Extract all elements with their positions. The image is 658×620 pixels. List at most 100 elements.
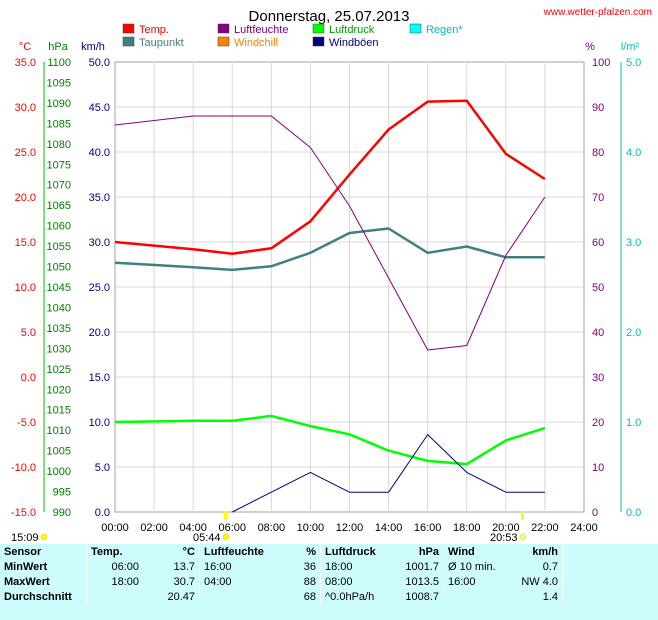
pres-unit-header: hPa (418, 545, 439, 558)
legend-label: Luftdruck (329, 24, 375, 36)
legend-swatch (312, 36, 325, 47)
sunrise-marker (224, 511, 227, 520)
axis-ticks: 35.0 30.0 25.0 20.0 15.0 10.0 5.0 0.0 -5.0 -10.0 -… (11, 57, 641, 534)
wind-time: Ø 10 min. (443, 559, 504, 574)
summary-row-max: MaxWert 18:00 30.7 04:00 88 08:00 1013.5… (0, 574, 651, 589)
pres-value: 1001.7 (405, 560, 439, 573)
summary-row-avg: Durchschnitt 20.47 68 ^0.0hPa/h 1008.7 1… (0, 589, 651, 604)
pressure-tick-label: 1045 (47, 282, 71, 294)
sunrise-label: 05:44 (193, 532, 221, 544)
temp-tick-label: 30.0 (15, 102, 36, 114)
temp-tick-label: 35.0 (15, 57, 36, 69)
legend-label: Temp. (139, 24, 169, 36)
pres-time: 08:00 (320, 574, 389, 589)
pressure-tick-label: 1025 (47, 364, 71, 376)
hum-time (199, 589, 286, 604)
weather-chart: Donnerstag, 25.07.2013 www.wetter-pfalze… (11, 7, 652, 544)
temp-axis-unit: °C (19, 41, 31, 53)
hum-time: 16:00 (199, 559, 286, 574)
sunset-marker (521, 511, 524, 520)
pressure-tick-label: 1090 (47, 98, 71, 110)
gridlines (115, 62, 584, 512)
hum-value: 68 (303, 590, 316, 603)
pressure-tick-label: 1070 (47, 180, 71, 192)
legend-label: Regen* (426, 24, 463, 36)
humidity-tick-label: 100 (592, 57, 610, 69)
pressure-tick-label: 1055 (47, 241, 71, 253)
humidity-tick-label: 40 (592, 327, 604, 339)
pressure-tick-label: 1035 (47, 323, 71, 335)
summary-row-min: MinWert 06:00 13.7 16:00 36 18:00 1001.7… (0, 559, 651, 574)
moon-icon (519, 533, 527, 541)
hum-value: 36 (303, 560, 316, 573)
pres-time: 18:00 (320, 559, 389, 574)
wind-time: 16:00 (443, 574, 504, 589)
legend-swatch (217, 36, 230, 47)
rain-tick-label: 5.0 (626, 57, 641, 69)
rain-axis-unit: l/m² (621, 41, 640, 53)
legend-swatch (217, 23, 230, 34)
rain-tick-label: 0.0 (626, 507, 641, 519)
temp-value: 30.7 (173, 575, 195, 588)
temp-time (86, 589, 143, 604)
temp-time: 18:00 (86, 574, 143, 589)
rain-tick-label: 3.0 (626, 237, 641, 249)
x-tick-label: 24:00 (570, 522, 598, 534)
legend-swatch (122, 23, 135, 34)
temp-tick-label: -10.0 (11, 462, 36, 474)
row-label: MaxWert (4, 575, 50, 588)
pressure-tick-label: 1100 (47, 57, 71, 69)
sun-icon (40, 533, 48, 541)
temp-tick-label: -5.0 (17, 417, 36, 429)
hum-value: 88 (303, 575, 316, 588)
legend: Temp. Luftfeuchte Luftdruck Regen* Taupunkt W… (122, 23, 463, 49)
legend-label: Luftfeuchte (234, 24, 288, 36)
chart-title: Donnerstag, 25.07.2013 (249, 8, 410, 25)
pressure-tick-label: 1085 (47, 118, 71, 130)
wind-tick-label: 0.0 (95, 507, 110, 519)
humidity-tick-label: 10 (592, 462, 604, 474)
wind-header: Wind (443, 544, 504, 559)
row-label: Durchschnitt (4, 590, 72, 603)
wind-tick-label: 35.0 (89, 192, 110, 204)
rain-tick-label: 1.0 (626, 417, 641, 429)
pressure-tick-label: 1005 (47, 446, 71, 458)
legend-swatch (122, 36, 135, 47)
pres-header: Luftdruck (320, 544, 389, 559)
x-tick-label: 22:00 (531, 522, 559, 534)
daylight-label: 15:09 (11, 532, 39, 544)
humidity-tick-label: 70 (592, 192, 604, 204)
row-label: MinWert (4, 560, 48, 573)
stats-table: Sensor Temp. °C Luftfeuchte % Luftdruck … (0, 544, 651, 604)
pressure-tick-label: 1030 (47, 343, 71, 355)
humidity-tick-label: 80 (592, 147, 604, 159)
pressure-tick-label: 1010 (47, 425, 71, 437)
wind-time (443, 589, 504, 604)
wind-tick-label: 50.0 (89, 57, 110, 69)
sensor-header: Sensor (4, 545, 42, 558)
x-tick-label: 20:00 (492, 522, 520, 534)
x-tick-label: 06:00 (218, 522, 246, 534)
x-tick-label: 18:00 (453, 522, 481, 534)
temp-value: 20.47 (167, 590, 195, 603)
humidity-tick-label: 20 (592, 417, 604, 429)
wind-tick-label: 30.0 (89, 237, 110, 249)
wind-tick-label: 25.0 (89, 282, 110, 294)
temp-tick-label: 0.0 (21, 372, 36, 384)
temp-tick-label: 20.0 (15, 192, 36, 204)
pressure-tick-label: 1020 (47, 384, 71, 396)
summary-header-row: Sensor Temp. °C Luftfeuchte % Luftdruck … (0, 544, 651, 559)
legend-label: Windböen (329, 37, 379, 49)
series-lines (114, 99, 546, 513)
hum-unit-header: % (306, 545, 316, 558)
sunrise-icon (222, 533, 230, 541)
pressure-tick-label: 1080 (47, 139, 71, 151)
pressure-tick-label: 1095 (47, 77, 71, 89)
pressure-tick-label: 990 (53, 507, 71, 519)
legend-swatch (409, 23, 422, 34)
wind-value: NW 4.0 (521, 575, 558, 588)
wind-unit-header: km/h (532, 545, 558, 558)
x-tick-label: 16:00 (414, 522, 442, 534)
series-line-temp (114, 227, 545, 272)
summary-table: Sensor Temp. °C Luftfeuchte % Luftdruck … (0, 544, 658, 620)
